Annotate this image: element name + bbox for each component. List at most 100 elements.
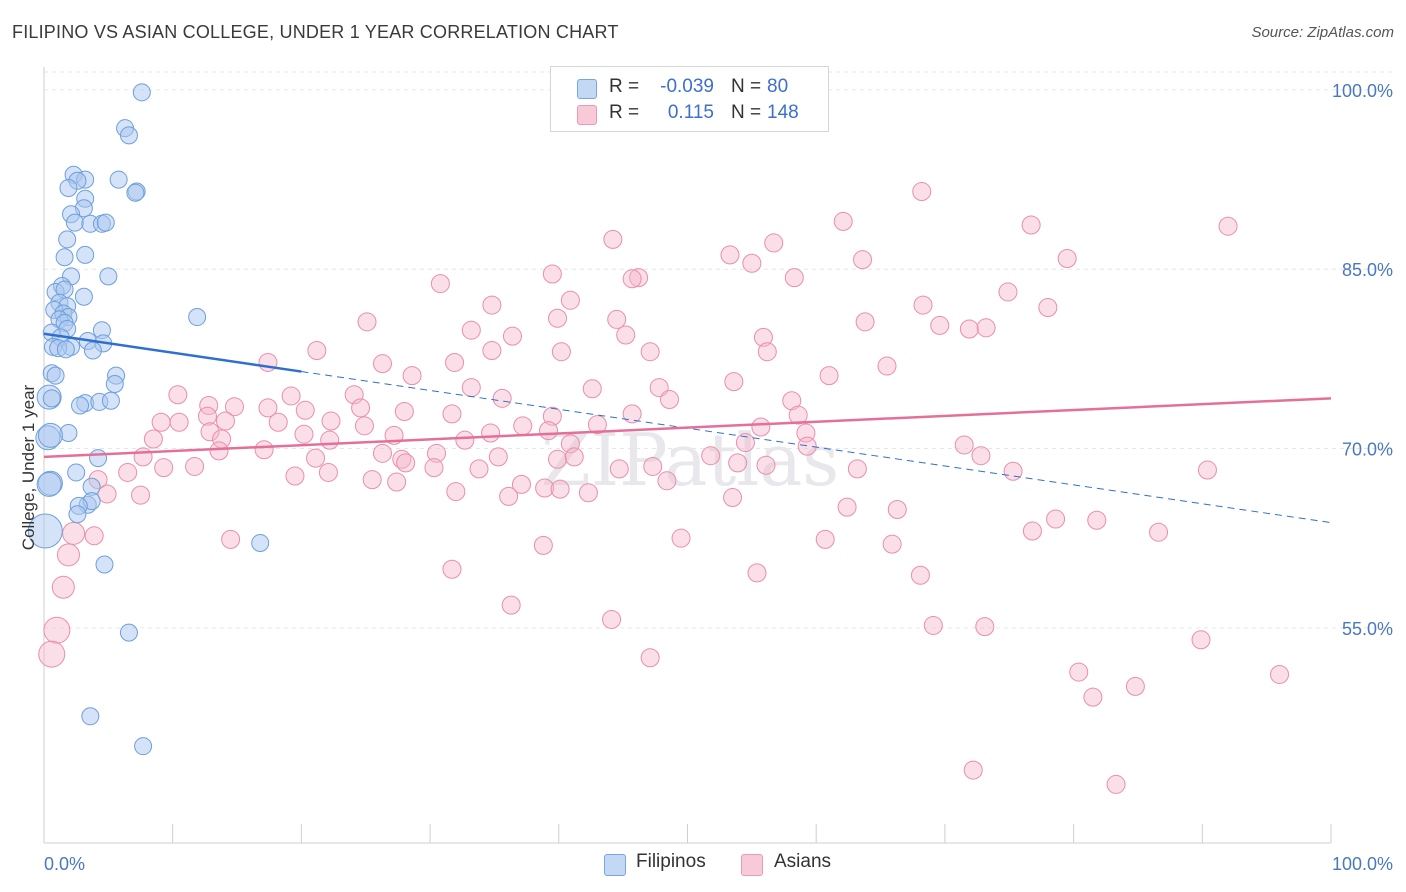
asian-point — [720, 245, 740, 265]
asian-point — [200, 422, 220, 442]
asian-point — [387, 472, 407, 492]
filipino-point — [27, 513, 63, 549]
asian-point — [84, 526, 104, 546]
legend-r-label: R = — [609, 76, 640, 97]
asian-point — [764, 233, 784, 253]
asian-point — [321, 411, 341, 431]
filipino-point — [101, 391, 120, 410]
asian-point — [1218, 216, 1238, 236]
asian-point — [1191, 630, 1211, 650]
asian-point — [975, 617, 995, 637]
filipino-trend-extension — [301, 371, 1332, 524]
asian-point — [38, 640, 66, 668]
asian-point — [427, 443, 447, 463]
asian-point — [224, 397, 244, 417]
asian-point — [254, 440, 274, 460]
asian-point — [542, 264, 562, 284]
asian-point — [913, 295, 933, 315]
asian-point — [1046, 509, 1066, 529]
asians-legend-label: Asians — [774, 851, 832, 872]
asian-point — [354, 416, 374, 436]
asian-point — [976, 318, 996, 338]
y-tick-label: 100.0% — [1332, 81, 1393, 101]
asian-point — [756, 455, 776, 475]
filipino-point — [56, 340, 75, 359]
asian-point — [268, 412, 288, 432]
asian-point — [392, 449, 412, 469]
asian-point — [629, 268, 649, 288]
asian-point — [209, 441, 229, 461]
asian-point — [307, 341, 327, 361]
asian-point — [912, 182, 932, 202]
asian-point — [616, 325, 636, 345]
filipinos-legend-label: Filipinos — [636, 851, 706, 872]
filipino-point — [99, 267, 118, 286]
legend-row-filipinos: R = -0.039 N = 80 — [551, 75, 828, 101]
filipino-point — [67, 463, 86, 482]
asian-point — [882, 534, 902, 554]
asian-point — [959, 319, 979, 339]
asian-point — [609, 459, 629, 479]
asian-point — [923, 615, 943, 635]
asian-point — [855, 312, 875, 332]
asian-point — [461, 378, 481, 398]
asian-point — [971, 446, 991, 466]
asian-point — [396, 453, 416, 473]
asian-point — [819, 366, 839, 386]
asian-point — [446, 482, 466, 502]
asian-point — [442, 404, 462, 424]
asian-point — [587, 415, 607, 435]
filipino-point — [46, 366, 65, 385]
asian-point — [640, 648, 660, 668]
asian-point — [548, 308, 568, 328]
asian-point — [294, 424, 314, 444]
filipino-point — [132, 83, 151, 102]
filipino-point — [95, 555, 114, 574]
asian-point — [723, 488, 743, 508]
asian-point — [51, 575, 75, 599]
asian-point — [1270, 664, 1290, 684]
y-tick-label: 85.0% — [1342, 260, 1393, 280]
filipino-point — [37, 422, 63, 448]
filipino-point — [105, 374, 124, 393]
asian-point — [62, 521, 86, 545]
asian-point — [1083, 687, 1103, 707]
asian-point — [513, 416, 533, 436]
asian-point — [362, 470, 382, 490]
filipino-point — [71, 396, 90, 415]
filipino-point — [76, 245, 95, 264]
legend-n-value-filipinos: 80 — [767, 76, 789, 97]
asian-point — [753, 327, 773, 347]
asian-point — [461, 320, 481, 340]
asian-point — [833, 211, 853, 231]
filipino-point — [74, 287, 93, 306]
source-note: Source: ZipAtlas.com — [1251, 24, 1394, 41]
asian-point — [622, 269, 642, 289]
asian-point — [215, 411, 235, 431]
asian-point — [602, 609, 622, 629]
asian-point — [151, 412, 171, 432]
asian-point — [657, 471, 677, 491]
asian-point — [542, 406, 562, 426]
asian-point — [548, 449, 568, 469]
filipinos-legend-swatch — [604, 854, 626, 876]
asian-point — [751, 417, 771, 437]
asian-point — [481, 423, 501, 443]
asian-trend-line — [43, 397, 1332, 459]
tick-labels: 55.0% 70.0% 85.0% 100.0% 0.0% 100.0% College, … — [19, 81, 1393, 874]
asian-point — [56, 543, 80, 567]
axis-layer — [43, 67, 1332, 844]
asian-point — [963, 760, 983, 780]
asian-point — [295, 400, 315, 420]
asian-point — [747, 563, 767, 583]
asian-point — [551, 342, 571, 362]
asian-point — [169, 412, 189, 432]
asian-point — [43, 616, 71, 644]
asian-point — [797, 436, 817, 456]
grid-layer — [44, 71, 1395, 629]
asian-point — [1022, 521, 1042, 541]
asian-point — [131, 485, 151, 505]
correlation-legend: R = -0.039 N = 80 R = 0.115 N = 148 — [550, 66, 829, 132]
asian-point — [560, 290, 580, 310]
asian-point — [724, 372, 744, 392]
